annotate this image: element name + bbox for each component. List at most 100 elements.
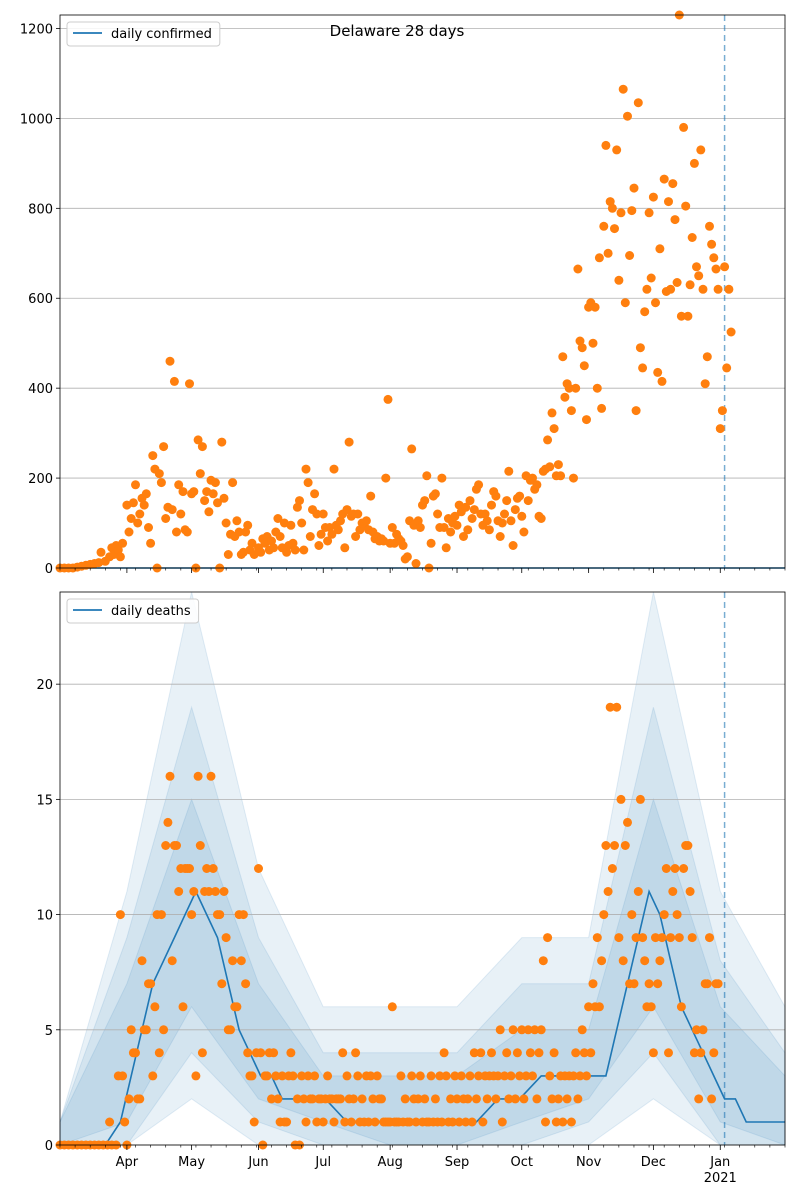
data-point xyxy=(528,1071,537,1081)
year-label: 2021 xyxy=(704,1171,737,1186)
data-point xyxy=(560,392,570,402)
data-point xyxy=(381,473,391,483)
data-point xyxy=(292,1094,302,1104)
data-point xyxy=(141,489,151,499)
data-point xyxy=(439,523,449,532)
data-point xyxy=(172,841,181,850)
data-point xyxy=(159,442,169,452)
data-point xyxy=(400,1094,410,1104)
data-point xyxy=(579,1048,589,1058)
data-point xyxy=(668,179,678,189)
x-tick-label: Nov xyxy=(576,1155,602,1170)
data-point xyxy=(623,817,632,827)
data-point xyxy=(430,489,440,499)
data-point xyxy=(620,841,630,850)
data-point xyxy=(118,538,128,548)
data-point xyxy=(726,327,736,337)
data-point xyxy=(534,1048,544,1058)
data-point xyxy=(366,1071,376,1081)
data-point xyxy=(336,1094,345,1104)
data-point xyxy=(327,529,337,539)
data-point xyxy=(538,956,548,966)
data-point xyxy=(450,1071,460,1081)
data-point xyxy=(463,1094,473,1104)
data-point xyxy=(564,383,574,393)
legend-box xyxy=(66,21,221,47)
data-point xyxy=(366,491,376,501)
data-point xyxy=(692,1025,701,1035)
data-point xyxy=(676,311,686,321)
data-point xyxy=(592,383,602,393)
data-point xyxy=(200,496,210,506)
data-point xyxy=(154,1048,164,1058)
data-point xyxy=(161,841,171,850)
data-point xyxy=(273,1094,283,1104)
data-point xyxy=(724,284,734,294)
data-point xyxy=(484,525,494,535)
data-point xyxy=(262,1071,272,1081)
data-point xyxy=(657,376,667,386)
data-point xyxy=(256,547,266,557)
data-point xyxy=(700,379,710,389)
data-point xyxy=(601,841,611,850)
data-point xyxy=(597,956,607,966)
data-point xyxy=(402,552,412,562)
data-point xyxy=(696,1048,706,1058)
data-point xyxy=(629,183,639,193)
data-point xyxy=(193,771,203,781)
x-tick-label: Jul xyxy=(314,1155,331,1170)
data-point xyxy=(118,1071,128,1081)
data-point xyxy=(407,1071,417,1081)
data-point xyxy=(577,1025,587,1035)
y-tick-label: 10 xyxy=(36,909,53,924)
data-point xyxy=(314,541,324,550)
data-point xyxy=(297,1071,307,1081)
data-point xyxy=(577,343,587,353)
data-point xyxy=(290,545,300,555)
data-point xyxy=(530,1025,540,1035)
data-point xyxy=(383,394,393,404)
data-point xyxy=(648,192,658,202)
data-point xyxy=(685,280,695,290)
data-point xyxy=(502,1048,512,1058)
data-point xyxy=(612,702,622,712)
data-point xyxy=(713,284,723,294)
data-point xyxy=(504,1094,514,1104)
data-point xyxy=(694,271,704,281)
data-point xyxy=(582,415,591,425)
data-point xyxy=(210,887,220,896)
data-point xyxy=(165,771,175,781)
data-point xyxy=(657,933,667,943)
data-point xyxy=(243,520,253,530)
data-point xyxy=(267,536,276,546)
data-point xyxy=(664,197,673,207)
data-point xyxy=(521,1071,531,1081)
data-point xyxy=(592,933,602,943)
data-point xyxy=(491,1094,501,1104)
data-point xyxy=(282,1117,292,1127)
data-point xyxy=(206,771,216,781)
data-point xyxy=(357,1094,367,1104)
data-point xyxy=(545,1071,555,1081)
data-point xyxy=(709,1048,719,1058)
confirmed-chart: 0 200 400 600 800 1000 1200 Delaware 28 days d… xyxy=(20,10,786,577)
data-point xyxy=(525,1048,535,1058)
data-point xyxy=(128,498,138,508)
data-point xyxy=(131,480,140,490)
data-point xyxy=(353,1071,363,1081)
data-point xyxy=(459,532,468,541)
data-point xyxy=(566,1117,576,1127)
data-point xyxy=(681,201,691,211)
data-point xyxy=(670,864,680,873)
data-point xyxy=(465,1071,475,1081)
data-point xyxy=(420,1094,430,1104)
data-point xyxy=(318,509,328,519)
data-point xyxy=(204,507,214,517)
data-point xyxy=(187,910,197,920)
data-point xyxy=(605,702,615,712)
data-point xyxy=(301,464,311,474)
data-point xyxy=(346,1117,356,1127)
data-point xyxy=(137,956,147,966)
data-point xyxy=(372,1071,382,1081)
data-point xyxy=(607,864,617,873)
